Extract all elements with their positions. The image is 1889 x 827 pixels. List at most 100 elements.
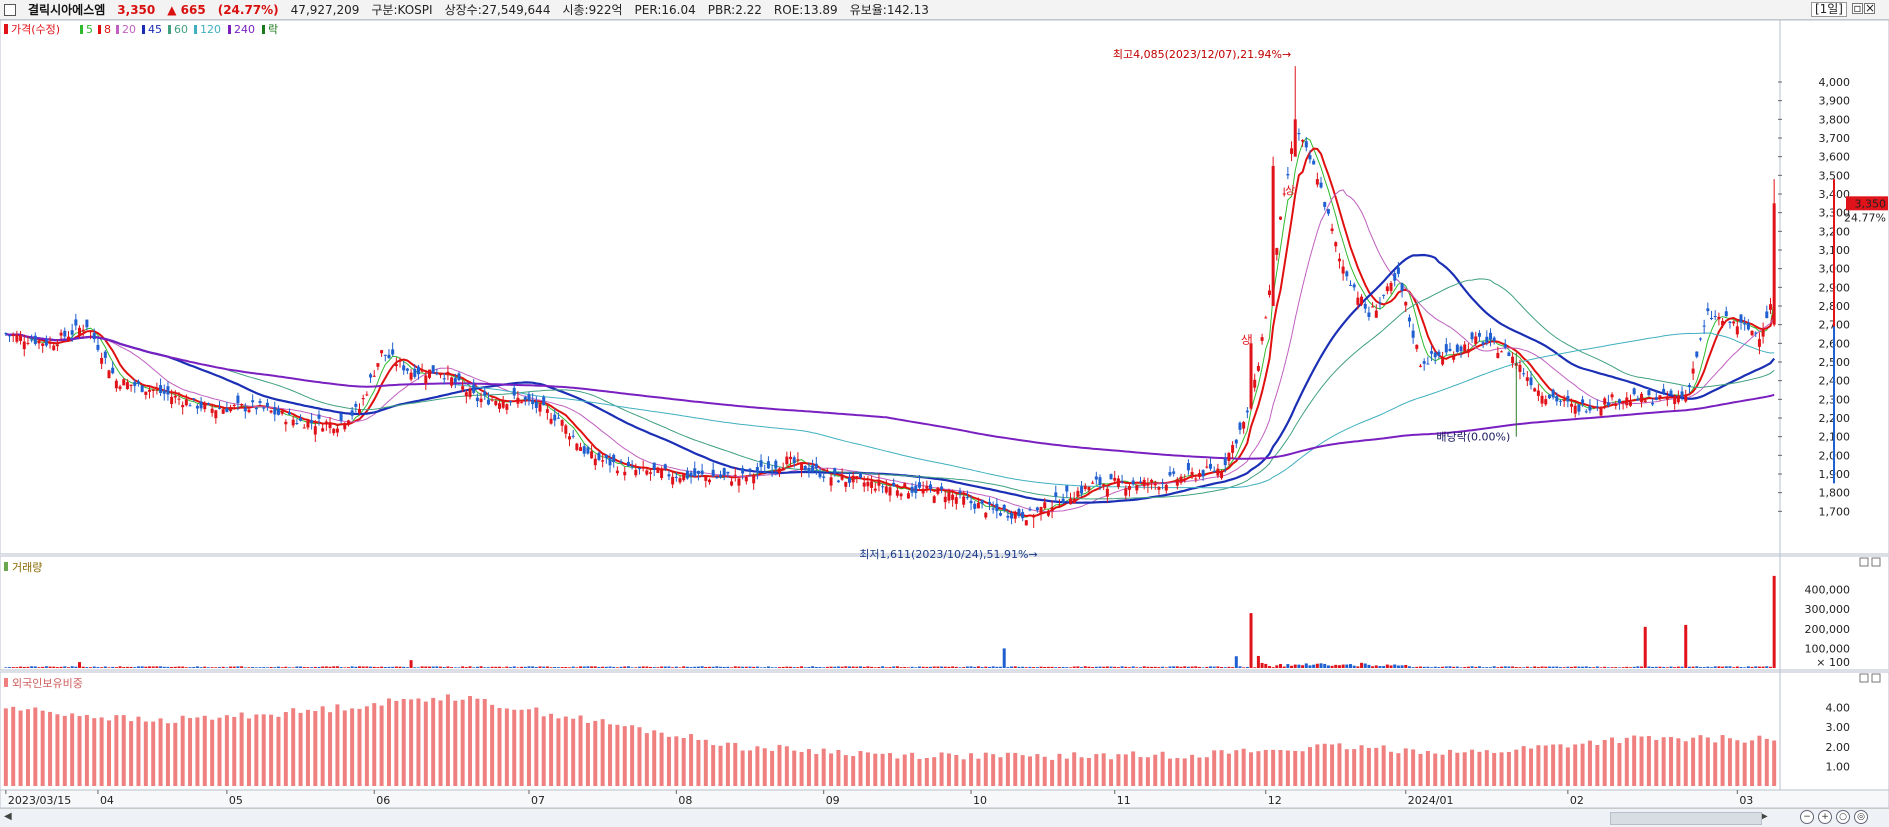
candle-body xyxy=(1253,379,1257,388)
volume-bar xyxy=(604,666,608,668)
foreign-bar xyxy=(1094,754,1099,786)
scroll-thumb[interactable] xyxy=(1610,812,1762,825)
candle-body xyxy=(453,378,457,383)
date-tick-label: 12 xyxy=(1268,794,1282,807)
date-tick-label: 05 xyxy=(229,794,243,807)
volume-bar xyxy=(940,666,944,668)
scroll-right-icon[interactable]: ▶ xyxy=(1760,811,1768,822)
foreign-bar xyxy=(504,708,509,786)
price-tick-label: 3,900 xyxy=(1819,95,1851,108)
candle-body xyxy=(888,487,892,496)
candle-body xyxy=(310,420,314,424)
candle-body xyxy=(833,468,837,474)
candle-body xyxy=(1234,439,1238,444)
candle-body xyxy=(1404,302,1408,306)
candle-body xyxy=(991,508,995,510)
volume-bar xyxy=(531,666,535,668)
foreign-bar xyxy=(902,754,907,786)
candle-body xyxy=(1367,312,1371,317)
volume-bar xyxy=(55,667,59,668)
candle-body xyxy=(1448,348,1452,352)
foreign-bar xyxy=(394,700,399,786)
candle-body xyxy=(1297,132,1301,135)
volume-bar xyxy=(929,666,933,668)
candle-body xyxy=(1043,502,1047,509)
price-tick-label: 1,800 xyxy=(1819,487,1851,500)
stock-chart[interactable]: 4,0003,9003,8003,7003,6003,5003,4003,300… xyxy=(0,0,1889,808)
volume-bar xyxy=(1212,666,1216,668)
scroll-left-icon[interactable]: ◀ xyxy=(4,811,12,822)
close-icon[interactable]: × xyxy=(1864,1,1876,15)
volume-bar xyxy=(1186,666,1190,668)
foreign-bar xyxy=(755,746,760,786)
foreign-bar xyxy=(829,753,834,786)
candle-body xyxy=(1242,422,1246,429)
pane-minimize-icon[interactable] xyxy=(1859,673,1869,683)
candle-body xyxy=(1231,445,1235,453)
candle-body xyxy=(560,420,564,426)
candle-body xyxy=(1256,365,1260,371)
foreign-bar xyxy=(578,715,583,786)
foreign-tick-label: 4.00 xyxy=(1826,702,1851,715)
candle-body xyxy=(486,399,490,405)
candle-body xyxy=(1102,484,1106,487)
zoom-in-icon[interactable]: + xyxy=(1818,810,1832,824)
select-checkbox[interactable] xyxy=(4,3,16,16)
candle-body xyxy=(586,447,590,454)
volume-bar xyxy=(218,667,222,668)
date-tick-label: 08 xyxy=(678,794,692,807)
minimize-icon[interactable]: ▫ xyxy=(1852,1,1863,15)
volume-bar xyxy=(1267,666,1271,668)
legend-item-5: 5 xyxy=(86,23,93,36)
foreign-bar xyxy=(969,753,974,786)
volume-bar xyxy=(579,666,583,668)
candle-body xyxy=(1127,486,1131,490)
foreign-bar xyxy=(224,715,229,786)
candle-body xyxy=(402,365,406,371)
zoom-out-icon[interactable]: − xyxy=(1800,810,1814,824)
candle-body xyxy=(1212,470,1216,472)
legend-swatch xyxy=(80,25,83,34)
foreign-bar xyxy=(18,710,23,786)
volume-bar xyxy=(991,666,995,668)
foreign-bar xyxy=(784,746,789,786)
zoom-reset-icon[interactable]: ○ xyxy=(1836,810,1850,824)
foreign-bar xyxy=(1669,737,1674,786)
candle-body xyxy=(1488,332,1492,340)
candle-body xyxy=(1046,510,1050,516)
candle-body xyxy=(1470,332,1474,340)
period-button[interactable]: [1일] xyxy=(1810,2,1847,17)
volume-bar xyxy=(947,666,951,668)
volume-bar xyxy=(1334,664,1338,668)
candle-body xyxy=(346,420,350,424)
candle-body xyxy=(1334,242,1338,247)
candle-body xyxy=(520,402,524,404)
volume-bar xyxy=(789,666,793,668)
volume-bar xyxy=(483,667,487,668)
legend-swatch xyxy=(142,25,145,34)
volume-bar xyxy=(1028,666,1032,668)
volume-bar xyxy=(1651,666,1655,668)
volume-bar xyxy=(1754,666,1758,668)
zoom-fit-icon[interactable]: ◎ xyxy=(1854,810,1868,824)
volume-bar xyxy=(1599,667,1603,668)
chart-scrollbar[interactable]: ◀ ▶ − + ○ ◎ xyxy=(0,808,1889,827)
volume-bar xyxy=(1570,666,1574,668)
candle-body xyxy=(700,470,704,475)
candle-body xyxy=(464,392,468,397)
stock-roe: ROE:13.89 xyxy=(773,2,838,17)
volume-bar xyxy=(737,666,741,668)
volume-bar xyxy=(413,667,417,668)
candle-body xyxy=(1010,512,1014,519)
foreign-bar xyxy=(1256,751,1261,786)
volume-bar xyxy=(1017,666,1021,668)
candle-body xyxy=(140,385,144,392)
pane-minimize-icon[interactable] xyxy=(1859,557,1869,567)
pane-close-icon[interactable] xyxy=(1871,673,1881,683)
pane-close-icon[interactable] xyxy=(1871,557,1881,567)
volume-bar xyxy=(1577,666,1581,668)
volume-bar xyxy=(1573,666,1577,668)
foreign-bar xyxy=(1344,749,1349,786)
candle-body xyxy=(877,480,881,486)
candle-body xyxy=(579,447,583,451)
